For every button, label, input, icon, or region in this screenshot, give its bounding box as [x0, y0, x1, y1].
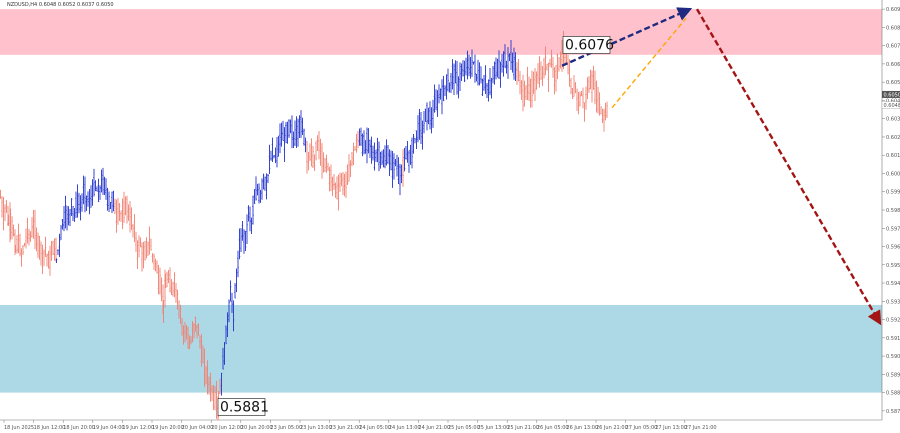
- x-tick-label: 20 Jun 04:00: [182, 425, 214, 431]
- x-tick-label: 23 Jun 05:00: [270, 425, 302, 431]
- x-tick-label: 24 Jun 21:00: [418, 425, 450, 431]
- y-tick-label: 0.6017: [886, 153, 900, 159]
- y-tick-label: 0.5917: [886, 336, 900, 342]
- current-price-label: 0.6050: [884, 92, 900, 98]
- y-tick-label: 0.6097: [886, 7, 900, 13]
- x-tick-label: 27 Jun 05:00: [626, 425, 658, 431]
- price-series: [0, 30, 608, 421]
- x-tick-label: 25 Jun 21:00: [507, 425, 539, 431]
- x-tick-label: 18 Jun 12:00: [34, 425, 66, 431]
- resistance-zone: [0, 9, 882, 55]
- alt-dash: [611, 17, 687, 109]
- y-tick-label: 0.5967: [886, 245, 900, 251]
- price-label-box: [562, 36, 611, 54]
- y-tick-label: 0.5897: [886, 372, 900, 378]
- price-label-box: [217, 398, 266, 416]
- y-tick-label: 0.6087: [886, 25, 900, 31]
- x-tick-label: 25 Jun 13:00: [478, 425, 510, 431]
- x-tick-label: 26 Jun 13:00: [566, 425, 598, 431]
- y-tick-label: 0.5957: [886, 263, 900, 269]
- y-tick-label: 0.6077: [886, 44, 900, 50]
- y-tick-label: 0.6067: [886, 62, 900, 68]
- up-arrow: [561, 7, 693, 67]
- x-tick-label: 18 Jun 20:00: [63, 425, 95, 431]
- x-tick-label: 20 Jun 20:00: [241, 425, 273, 431]
- x-tick-label: 25 Jun 05:00: [448, 425, 480, 431]
- y-tick-label: 0.5937: [886, 299, 900, 305]
- y-tick-label: 0.5947: [886, 281, 900, 287]
- x-tick-label: 20 Jun 12:00: [211, 425, 243, 431]
- y-tick-label: 0.5987: [886, 208, 900, 214]
- y-tick-label: 0.5997: [886, 190, 900, 196]
- x-tick-label: 24 Jun 05:00: [359, 425, 391, 431]
- bid-price-tag: [881, 101, 900, 109]
- x-tick-label: 19 Jun 12:00: [122, 425, 154, 431]
- x-tick-label: 19 Jun 04:00: [93, 425, 125, 431]
- x-tick-label: 26 Jun 21:00: [596, 425, 628, 431]
- x-tick-label: 24 Jun 13:00: [389, 425, 421, 431]
- down-arrow: [695, 8, 882, 326]
- x-tick-label: 19 Jun 20:00: [152, 425, 184, 431]
- x-tick-label: 23 Jun 21:00: [330, 425, 362, 431]
- y-tick-label: 0.6037: [886, 117, 900, 123]
- price-label: 0.6076: [565, 37, 614, 53]
- y-tick-label: 0.5877: [886, 409, 900, 415]
- x-tick-label: 27 Jun 13:00: [655, 425, 687, 431]
- price-label: 0.5881: [220, 400, 269, 416]
- support-zone: [0, 304, 882, 393]
- y-axis: 0.60970.60870.60770.60670.60570.60470.60…: [881, 0, 900, 420]
- annotations: 0.6076 0.5881: [217, 36, 614, 416]
- x-tick-label: 27 Jun 21:00: [685, 425, 717, 431]
- x-tick-label: 18 Jun 2025: [4, 425, 34, 431]
- y-tick-label: 0.5907: [886, 354, 900, 360]
- y-tick-label: 0.5887: [886, 391, 900, 397]
- current-price-tag: [882, 90, 900, 98]
- forecast-arrows: [561, 7, 882, 326]
- y-tick-label: 0.6007: [886, 171, 900, 177]
- y-tick-label: 0.5977: [886, 226, 900, 232]
- bid-price-label: 0.6048: [884, 103, 900, 109]
- y-tick-label: 0.6057: [886, 80, 900, 86]
- x-tick-label: 26 Jun 05:00: [537, 425, 569, 431]
- zones: [0, 9, 882, 393]
- x-tick-label: 23 Jun 13:00: [300, 425, 332, 431]
- symbol-header: NZDUSD,H4 0.6048 0.6052 0.6037 0.6050: [7, 2, 114, 8]
- y-tick-label: 0.5927: [886, 318, 900, 324]
- y-tick-label: 0.6027: [886, 135, 900, 141]
